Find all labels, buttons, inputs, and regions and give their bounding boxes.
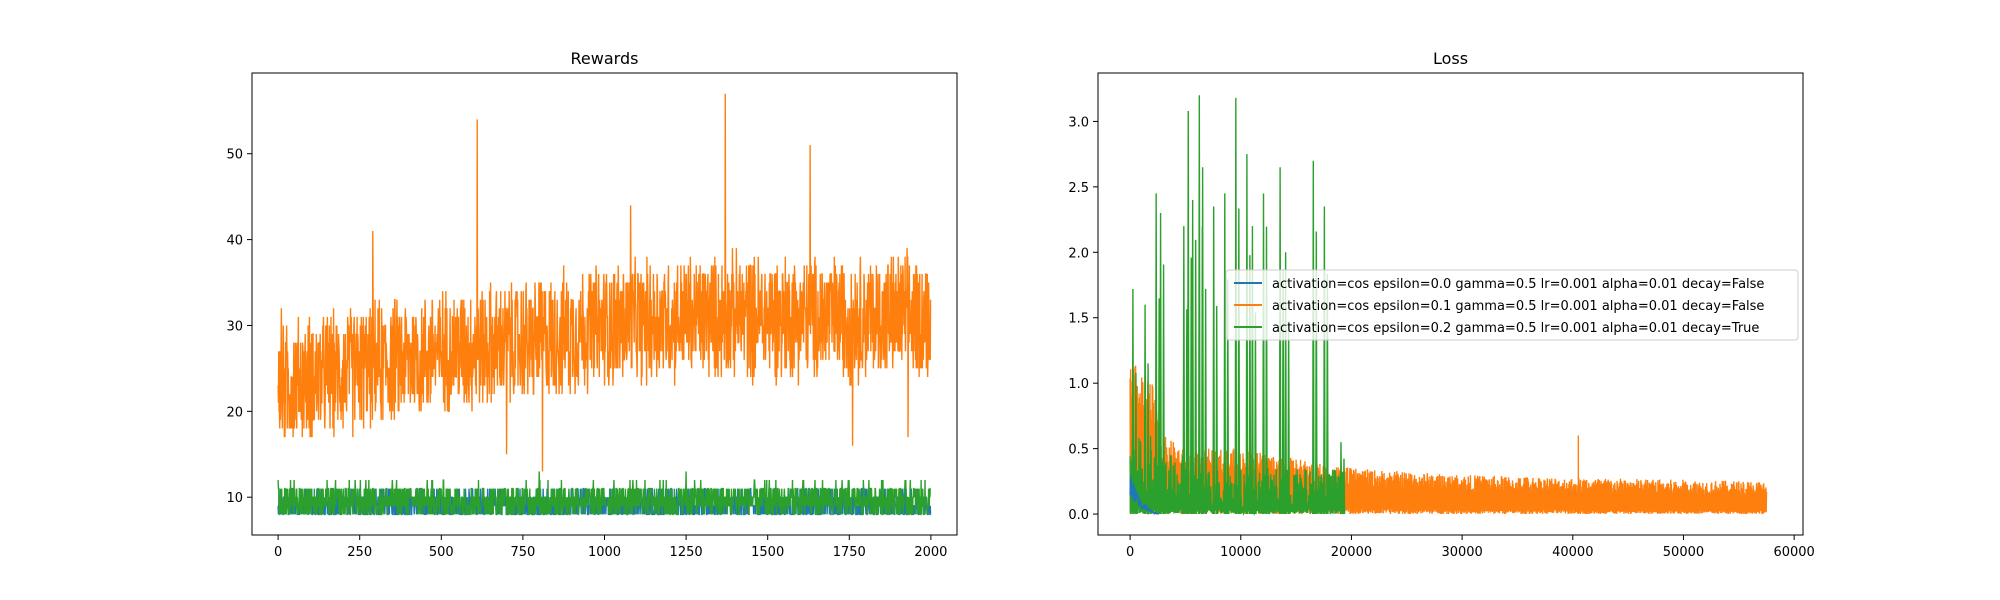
- rewards-series-orange-line: [277, 93, 932, 472]
- loss-chart: Loss 0 10000 20000 30000 40000 50000 60000 0.0…: [1068, 49, 1815, 560]
- x-tick-label: 40000: [1552, 545, 1593, 560]
- x-tick-label: 0: [1126, 545, 1134, 560]
- y-tick-label: 20: [226, 405, 243, 420]
- loss-y-axis: 0.0 0.5 1.0 1.5 2.0 2.5 3.0: [1068, 115, 1098, 523]
- x-tick-label: 60000: [1773, 545, 1814, 560]
- y-tick-label: 2.0: [1068, 246, 1089, 261]
- x-tick-label: 20000: [1331, 545, 1372, 560]
- y-tick-label: 50: [226, 148, 243, 163]
- y-tick-label: 1.0: [1068, 377, 1089, 392]
- x-tick-label: 250: [347, 545, 372, 560]
- loss-axes-frame: [1097, 72, 1804, 536]
- x-tick-label: 1500: [751, 545, 784, 560]
- y-tick-label: 1.5: [1068, 312, 1089, 327]
- y-tick-label: 40: [226, 234, 243, 249]
- loss-series-blue-line: [1129, 476, 1160, 516]
- x-tick-label: 500: [429, 545, 454, 560]
- y-tick-label: 2.5: [1068, 181, 1089, 196]
- rewards-plot-area: [277, 93, 932, 516]
- legend-entry-label: activation=cos epsilon=0.2 gamma=0.5 lr=…: [1272, 321, 1759, 336]
- rewards-chart: Rewards 0 250 500 750 1000 1250 1500 1750 2000 1…: [226, 49, 958, 560]
- loss-x-axis: 0 10000 20000 30000 40000 50000 60000: [1126, 535, 1815, 560]
- y-tick-label: 0.5: [1068, 443, 1089, 458]
- y-tick-label: 10: [226, 491, 243, 506]
- loss-chart-title: Loss: [1433, 49, 1468, 68]
- x-tick-label: 2000: [914, 545, 947, 560]
- rewards-y-axis: 10 20 30 40 50: [226, 148, 252, 506]
- y-tick-label: 30: [226, 319, 243, 334]
- legend-box: [1225, 269, 1799, 341]
- rewards-axes-frame: [251, 72, 958, 536]
- y-tick-label: 0.0: [1068, 508, 1089, 523]
- x-tick-label: 750: [510, 545, 535, 560]
- rewards-x-axis: 0 250 500 750 1000 1250 1500 1750 2000: [274, 535, 947, 560]
- x-tick-label: 1000: [588, 545, 621, 560]
- x-tick-label: 30000: [1441, 545, 1482, 560]
- x-tick-label: 50000: [1663, 545, 1704, 560]
- rewards-series-green-line: [277, 471, 931, 516]
- x-tick-label: 1750: [833, 545, 866, 560]
- x-tick-label: 1250: [670, 545, 703, 560]
- rewards-chart-title: Rewards: [571, 49, 639, 68]
- loss-legend: activation=cos epsilon=0.0 gamma=0.5 lr=…: [1225, 269, 1799, 341]
- y-tick-label: 3.0: [1068, 115, 1089, 130]
- legend-entry-label: activation=cos epsilon=0.1 gamma=0.5 lr=…: [1272, 299, 1764, 314]
- x-tick-label: 10000: [1220, 545, 1261, 560]
- legend-entry-label: activation=cos epsilon=0.0 gamma=0.5 lr=…: [1272, 277, 1764, 292]
- x-tick-label: 0: [274, 545, 282, 560]
